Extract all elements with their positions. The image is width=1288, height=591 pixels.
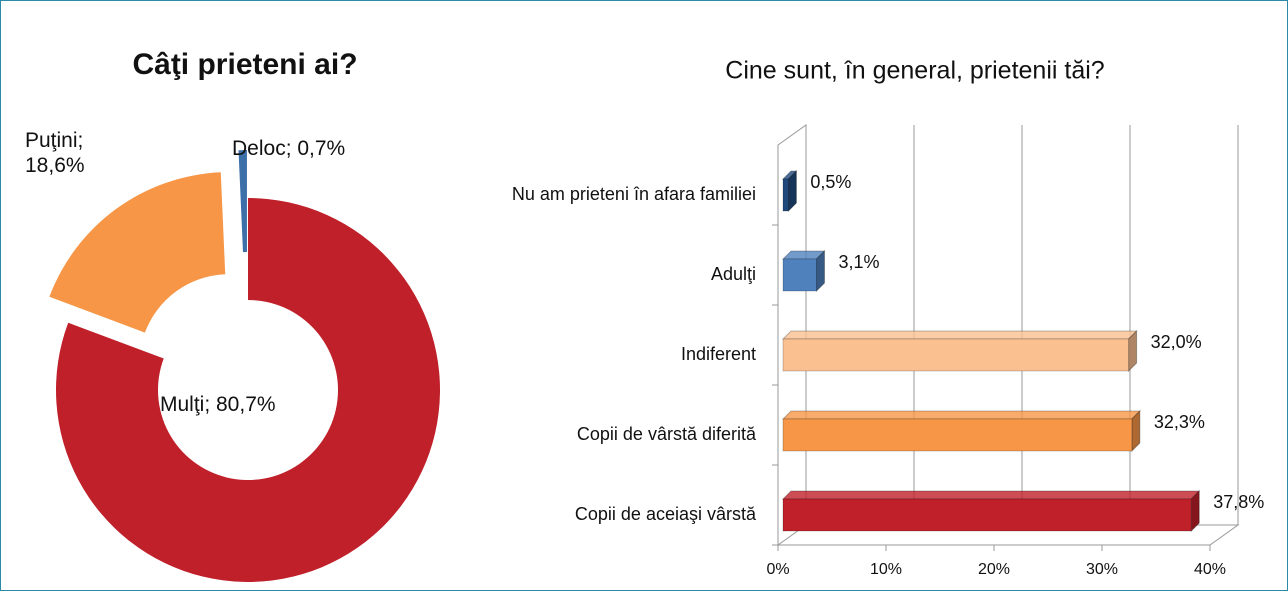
bar	[782, 338, 1130, 372]
y-tick-label: Indiferent	[681, 344, 756, 364]
value-label: 3,1%	[838, 252, 879, 272]
y-tick-label: Copii de aceiaşi vârstă	[575, 504, 757, 524]
x-tick-label: 0%	[766, 561, 789, 578]
bar	[782, 178, 789, 212]
x-tick-label: 40%	[1194, 561, 1226, 578]
x-tick-label: 20%	[978, 561, 1010, 578]
bar-top	[781, 330, 1138, 340]
bar	[782, 498, 1192, 532]
donut-title: Câţi prieteni ai?	[132, 48, 357, 81]
slice-label: Deloc; 0,7%	[232, 137, 346, 160]
bar	[782, 418, 1133, 452]
value-label: 32,0%	[1151, 332, 1202, 352]
y-tick-label: Copii de vârstă diferită	[577, 424, 757, 444]
x-tick-label: 10%	[870, 561, 902, 578]
bar-top	[781, 490, 1201, 500]
y-tick-label: Nu am prieteni în afara familiei	[512, 184, 756, 204]
bar-title: Cine sunt, în general, prietenii tăi?	[725, 57, 1104, 85]
donut-slice	[238, 150, 247, 253]
value-label: 37,8%	[1213, 492, 1264, 512]
value-label: 0,5%	[810, 172, 851, 192]
slice-label: Mulţi; 80,7%	[160, 393, 276, 416]
bar-top	[781, 410, 1142, 420]
x-tick-label: 30%	[1086, 561, 1118, 578]
y-tick-label: Adulţi	[711, 264, 756, 284]
donut-slice	[56, 198, 440, 582]
bar	[782, 258, 817, 292]
value-label: 32,3%	[1154, 412, 1205, 432]
slice-label: Puţini; 18,6%	[25, 129, 85, 177]
donut-slice	[49, 172, 226, 333]
